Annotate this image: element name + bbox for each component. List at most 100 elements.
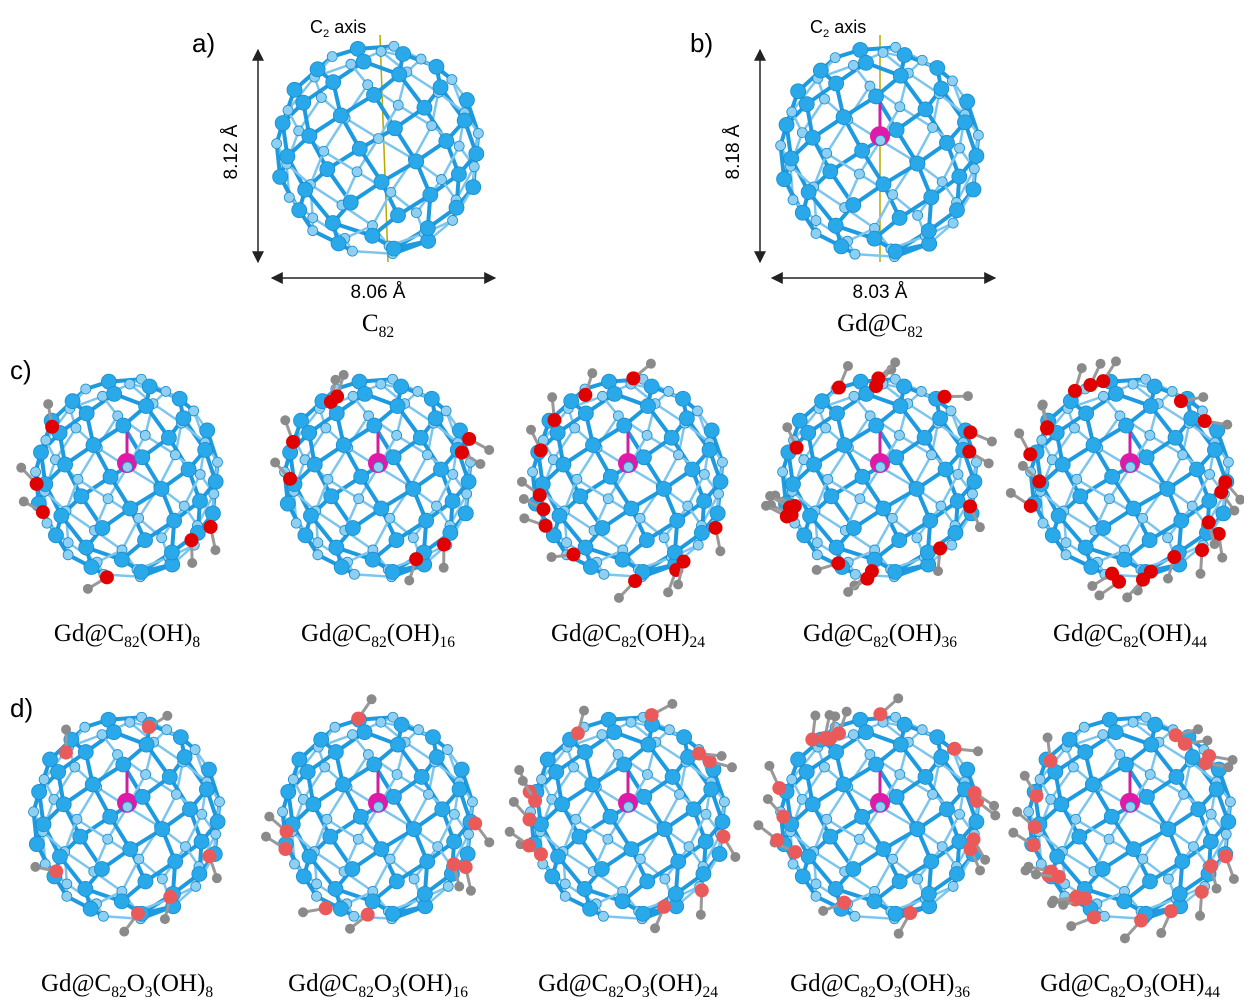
atom bbox=[407, 532, 419, 544]
oxygen bbox=[184, 533, 199, 548]
atom bbox=[328, 405, 345, 422]
bond bbox=[550, 766, 575, 801]
atom bbox=[295, 868, 312, 885]
atom bbox=[347, 729, 358, 741]
bond bbox=[64, 478, 80, 512]
atom bbox=[892, 67, 909, 84]
hydrogen bbox=[547, 392, 558, 403]
atom bbox=[548, 764, 565, 780]
atom bbox=[313, 731, 330, 748]
atom bbox=[776, 171, 792, 188]
oxygen bbox=[436, 537, 451, 552]
oxygen bbox=[360, 907, 375, 922]
atom bbox=[351, 140, 368, 157]
hydrogen bbox=[890, 357, 901, 368]
atom bbox=[886, 512, 898, 524]
formula: Gd@C82O3(OH)24 bbox=[538, 970, 718, 1001]
atom bbox=[569, 422, 581, 434]
atom bbox=[389, 398, 406, 414]
hydrogen bbox=[1202, 735, 1213, 746]
hydrogen bbox=[673, 579, 684, 590]
atom bbox=[917, 101, 934, 118]
atom bbox=[189, 744, 201, 755]
atom bbox=[561, 537, 572, 549]
atom bbox=[854, 142, 871, 159]
oxygen bbox=[279, 824, 294, 839]
atom bbox=[122, 461, 133, 473]
bond bbox=[192, 410, 207, 444]
bond bbox=[314, 478, 330, 512]
atom bbox=[178, 500, 190, 512]
bond bbox=[1192, 813, 1213, 848]
atom bbox=[364, 551, 381, 568]
formula: Gd@C82(OH)24 bbox=[551, 620, 705, 651]
atom bbox=[920, 885, 937, 902]
atom bbox=[891, 532, 908, 549]
atom bbox=[31, 783, 48, 800]
atom bbox=[820, 422, 832, 434]
atom bbox=[947, 524, 964, 541]
oxygen bbox=[1135, 572, 1150, 587]
atom bbox=[408, 873, 420, 885]
hydrogen bbox=[159, 914, 170, 925]
atom bbox=[636, 449, 652, 466]
atom bbox=[291, 202, 308, 219]
bond bbox=[412, 125, 433, 160]
bond bbox=[813, 850, 846, 873]
hydrogen bbox=[187, 557, 198, 568]
atom bbox=[347, 390, 359, 402]
atom bbox=[949, 866, 965, 882]
atom bbox=[623, 801, 634, 813]
hydrogen bbox=[1048, 895, 1059, 906]
hydrogen bbox=[1042, 732, 1053, 743]
oxygen bbox=[1069, 889, 1084, 904]
oxygen bbox=[788, 845, 803, 860]
atom bbox=[301, 848, 318, 865]
atom bbox=[582, 900, 599, 917]
oxygen bbox=[831, 726, 846, 741]
oxygen bbox=[963, 425, 978, 440]
atom bbox=[332, 900, 349, 917]
atom bbox=[951, 833, 968, 850]
bond bbox=[440, 145, 461, 181]
hydrogen bbox=[504, 826, 515, 837]
atom bbox=[345, 58, 357, 70]
atom bbox=[277, 806, 288, 818]
atom bbox=[321, 813, 333, 825]
atom bbox=[322, 828, 339, 845]
atom bbox=[299, 764, 316, 780]
atom bbox=[1070, 813, 1082, 825]
atom bbox=[917, 769, 934, 785]
atom bbox=[115, 417, 132, 434]
atom bbox=[700, 808, 712, 820]
atom bbox=[634, 512, 646, 524]
atom bbox=[1095, 520, 1112, 536]
bond bbox=[891, 193, 919, 217]
atom bbox=[176, 749, 193, 765]
atom bbox=[868, 88, 884, 105]
atom bbox=[915, 386, 927, 397]
formula: Gd@C82(OH)8 bbox=[54, 620, 201, 651]
atom bbox=[1190, 801, 1207, 818]
atom bbox=[954, 142, 965, 154]
oxygen bbox=[330, 389, 345, 404]
atom bbox=[1054, 456, 1071, 473]
oxygen bbox=[163, 889, 178, 904]
fullerene bbox=[1005, 356, 1244, 603]
atom bbox=[836, 437, 853, 453]
hydrogen bbox=[264, 811, 275, 822]
atom bbox=[385, 905, 401, 922]
atom bbox=[353, 493, 365, 505]
atom bbox=[82, 900, 99, 917]
oxygen bbox=[805, 732, 820, 747]
atom bbox=[616, 756, 633, 773]
hydrogen bbox=[1094, 590, 1105, 601]
atom bbox=[640, 398, 656, 414]
atom bbox=[447, 215, 459, 226]
bond bbox=[437, 91, 466, 114]
hydrogen bbox=[1195, 568, 1206, 579]
atom bbox=[207, 473, 224, 490]
atom bbox=[375, 378, 387, 390]
atom bbox=[327, 744, 344, 760]
bond bbox=[825, 786, 849, 820]
